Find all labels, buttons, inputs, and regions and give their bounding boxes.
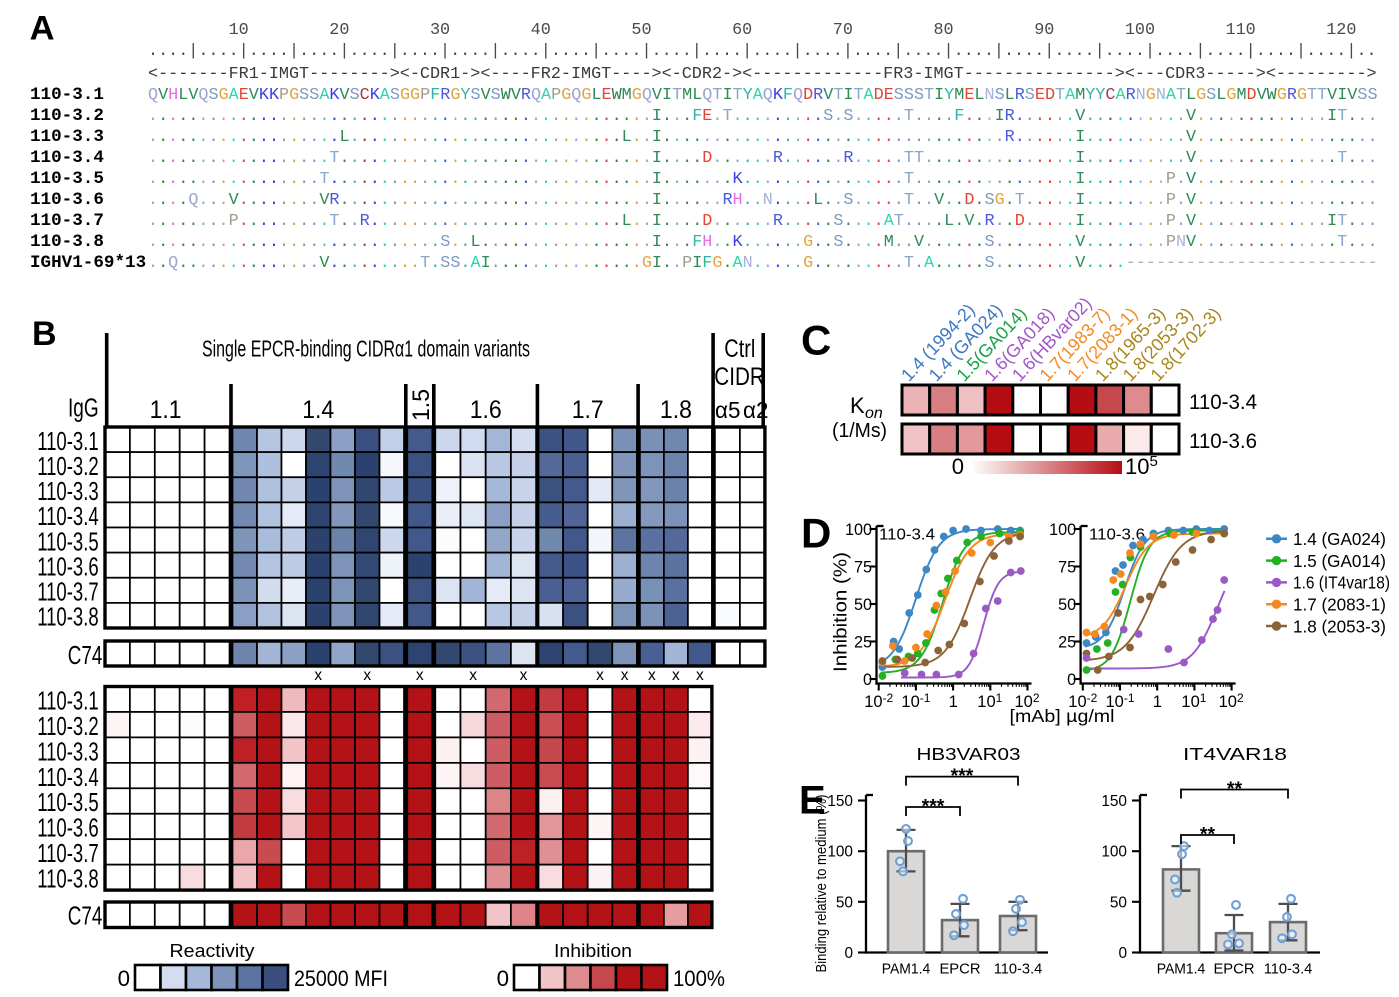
svg-text:1.6: 1.6 <box>470 396 502 424</box>
svg-text:**: ** <box>1227 778 1243 800</box>
svg-text:A: A <box>30 10 55 48</box>
svg-text:110-3.8: 110-3.8 <box>37 864 98 894</box>
svg-text:IgG: IgG <box>68 395 99 423</box>
svg-text:100: 100 <box>827 844 853 861</box>
svg-text:100: 100 <box>1101 844 1127 861</box>
svg-text:110-3.3: 110-3.3 <box>37 476 98 506</box>
svg-text:x: x <box>672 667 680 684</box>
svg-text:C74: C74 <box>68 640 103 670</box>
svg-text:110-3.4: 110-3.4 <box>879 527 935 544</box>
svg-text:150: 150 <box>1101 793 1127 810</box>
svg-text:0: 0 <box>863 671 872 689</box>
svg-text:110-3.6: 110-3.6 <box>37 813 98 843</box>
svg-text:1.7: 1.7 <box>572 396 604 424</box>
svg-text:110-3.5: 110-3.5 <box>37 526 98 556</box>
svg-text:Ctrl: Ctrl <box>724 335 755 363</box>
svg-text:0: 0 <box>497 966 509 991</box>
svg-text:110-3.4: 110-3.4 <box>1189 389 1257 414</box>
svg-text:0: 0 <box>844 945 853 962</box>
svg-text:1: 1 <box>1153 693 1162 711</box>
svg-text:75: 75 <box>854 558 872 576</box>
svg-text:x: x <box>469 667 477 684</box>
svg-text:x: x <box>363 667 371 684</box>
svg-text:25: 25 <box>1058 633 1076 651</box>
svg-text:110-3.1: 110-3.1 <box>37 426 98 456</box>
svg-text:(1/Ms): (1/Ms) <box>832 419 887 442</box>
svg-text:110-3.2: 110-3.2 <box>37 711 98 741</box>
svg-text:110-3.1: 110-3.1 <box>37 685 98 715</box>
svg-text:50: 50 <box>1058 596 1076 614</box>
svg-text:CIDR: CIDR <box>714 363 765 391</box>
svg-text:Reactivity: Reactivity <box>170 940 256 961</box>
svg-text:110-3.6: 110-3.6 <box>37 551 98 581</box>
svg-text:1.8 (2053-3): 1.8 (2053-3) <box>1293 616 1386 636</box>
svg-text:[mAb] µg/ml: [mAb] µg/ml <box>1010 706 1115 726</box>
svg-text:110-3.4: 110-3.4 <box>994 962 1043 978</box>
svg-text:1.5: 1.5 <box>408 389 435 421</box>
svg-text:PAM1.4: PAM1.4 <box>1157 962 1206 978</box>
svg-text:D: D <box>801 510 831 557</box>
svg-text:50: 50 <box>1110 894 1127 911</box>
svg-text:***: *** <box>951 765 974 787</box>
svg-text:C: C <box>801 317 831 364</box>
svg-text:Single EPCR-binding CIDRα1 dom: Single EPCR-binding CIDRα1 domain varian… <box>202 336 530 362</box>
svg-text:110-3.8: 110-3.8 <box>37 602 98 632</box>
svg-text:50: 50 <box>854 596 872 614</box>
svg-text:100: 100 <box>845 521 872 539</box>
svg-text:0: 0 <box>118 966 130 991</box>
svg-text:110-3.7: 110-3.7 <box>37 577 98 607</box>
svg-text:50: 50 <box>836 894 853 911</box>
svg-text:x: x <box>621 667 629 684</box>
svg-text:1.8: 1.8 <box>660 396 692 424</box>
svg-text:100: 100 <box>1049 521 1076 539</box>
svg-text:110-3.7: 110-3.7 <box>37 838 98 868</box>
svg-text:110-3.3: 110-3.3 <box>37 736 98 766</box>
svg-text:1.4 (GA024): 1.4 (GA024) <box>1293 529 1386 549</box>
svg-text:25000 MFI: 25000 MFI <box>294 966 388 991</box>
svg-text:B: B <box>32 315 57 353</box>
svg-text:α5: α5 <box>715 397 740 423</box>
svg-text:110-3.2: 110-3.2 <box>37 451 98 481</box>
svg-text:on: on <box>865 405 883 422</box>
svg-text:EPCR: EPCR <box>939 962 980 978</box>
svg-text:150: 150 <box>827 793 853 810</box>
svg-text:Inhibition: Inhibition <box>554 940 632 961</box>
svg-text:110-3.4: 110-3.4 <box>37 501 98 531</box>
svg-text:x: x <box>520 667 528 684</box>
svg-text:x: x <box>696 667 704 684</box>
svg-text:1: 1 <box>949 693 958 711</box>
svg-text:1.1: 1.1 <box>150 396 182 424</box>
svg-text:x: x <box>648 667 656 684</box>
svg-text:110-3.4: 110-3.4 <box>1264 962 1313 978</box>
svg-text:1.5 (GA014): 1.5 (GA014) <box>1293 551 1386 571</box>
svg-text:EPCR: EPCR <box>1213 962 1254 978</box>
svg-text:IT4VAR18: IT4VAR18 <box>1183 744 1287 764</box>
svg-text:***: *** <box>922 796 945 818</box>
svg-text:110-3.6: 110-3.6 <box>1189 428 1257 453</box>
svg-text:0: 0 <box>952 454 964 479</box>
svg-text:K: K <box>850 393 865 418</box>
svg-text:110-3.6: 110-3.6 <box>1089 527 1145 544</box>
svg-text:HB3VAR03: HB3VAR03 <box>917 744 1021 764</box>
svg-text:1.6 (IT4var18): 1.6 (IT4var18) <box>1293 573 1390 593</box>
svg-text:x: x <box>314 667 322 684</box>
svg-text:1.4: 1.4 <box>302 396 334 424</box>
svg-text:1.7 (2083-1): 1.7 (2083-1) <box>1293 595 1386 615</box>
svg-text:C74: C74 <box>68 901 103 931</box>
svg-text:Binding relative to medium (%): Binding relative to medium (%) <box>813 795 830 973</box>
svg-text:Inhibition (%): Inhibition (%) <box>831 552 851 672</box>
svg-text:E: E <box>799 779 826 823</box>
svg-text:PAM1.4: PAM1.4 <box>882 962 931 978</box>
svg-text:x: x <box>416 667 424 684</box>
svg-text:**: ** <box>1200 824 1216 846</box>
svg-text:110-3.5: 110-3.5 <box>37 787 98 817</box>
svg-text:75: 75 <box>1058 558 1076 576</box>
svg-text:100%: 100% <box>673 966 725 991</box>
svg-text:α2: α2 <box>743 397 768 423</box>
svg-text:110-3.4: 110-3.4 <box>37 762 98 792</box>
svg-text:x: x <box>596 667 604 684</box>
svg-text:0: 0 <box>1118 945 1127 962</box>
svg-text:25: 25 <box>854 633 872 651</box>
svg-text:0: 0 <box>1067 671 1076 689</box>
